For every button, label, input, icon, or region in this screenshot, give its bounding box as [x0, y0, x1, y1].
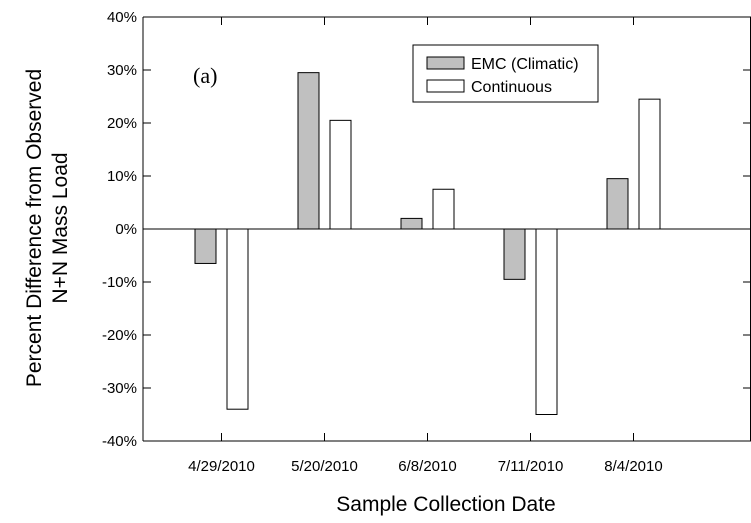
y-tick-label: 0% — [115, 221, 137, 238]
bar-continuous-5-20-2010 — [329, 119, 352, 230]
x-tick-label: 5/20/2010 — [291, 458, 358, 475]
bar-emc-6-8-2010 — [400, 217, 423, 230]
y-tick-label: -40% — [102, 433, 137, 450]
bar-continuous-6-8-2010 — [432, 188, 455, 230]
x-tick-label: 7/11/2010 — [498, 458, 564, 475]
x-axis-title: Sample Collection Date — [336, 493, 555, 516]
bar-emc-7-11-2010 — [503, 228, 526, 280]
y-axis-ticks: -40% -30% -20% -10% 0% 10% 20% 30% 40% — [102, 9, 751, 450]
bar-emc-8-4-2010 — [606, 178, 629, 230]
legend-swatch-continuous — [426, 79, 465, 93]
y-tick-label: -10% — [102, 274, 137, 291]
y-tick-label: 10% — [107, 168, 137, 185]
x-tick-label: 6/8/2010 — [398, 458, 456, 475]
bar-continuous-7-11-2010 — [535, 228, 558, 415]
bar-continuous-4-29-2010 — [226, 228, 249, 410]
y-axis-title: Percent Difference from Observed N+N Mas… — [23, 69, 72, 387]
legend-label-emc: EMC (Climatic) — [471, 56, 579, 73]
y-axis-title-line2: N+N Mass Load — [49, 152, 72, 303]
panel-label: (a) — [193, 63, 217, 88]
y-tick-label: 30% — [107, 62, 137, 79]
legend-label-continuous: Continuous — [471, 79, 552, 96]
x-tick-label: 4/29/2010 — [188, 458, 255, 475]
x-axis-ticks: 4/29/2010 5/20/2010 6/8/2010 7/11/2010 8/4/2… — [188, 17, 663, 475]
bar-emc-4-29-2010 — [194, 228, 217, 264]
x-tick-label: 8/4/2010 — [604, 458, 662, 475]
y-tick-label: -30% — [102, 380, 137, 397]
y-tick-label: -20% — [102, 327, 137, 344]
y-tick-label: 40% — [107, 9, 137, 26]
bar-continuous-8-4-2010 — [638, 98, 661, 230]
y-axis-title-line1: Percent Difference from Observed — [23, 69, 46, 387]
bars-group — [194, 72, 661, 415]
legend: EMC (Climatic) Continuous — [412, 44, 599, 103]
y-tick-label: 20% — [107, 115, 137, 132]
bar-emc-5-20-2010 — [297, 72, 320, 230]
legend-swatch-emc — [426, 56, 465, 70]
